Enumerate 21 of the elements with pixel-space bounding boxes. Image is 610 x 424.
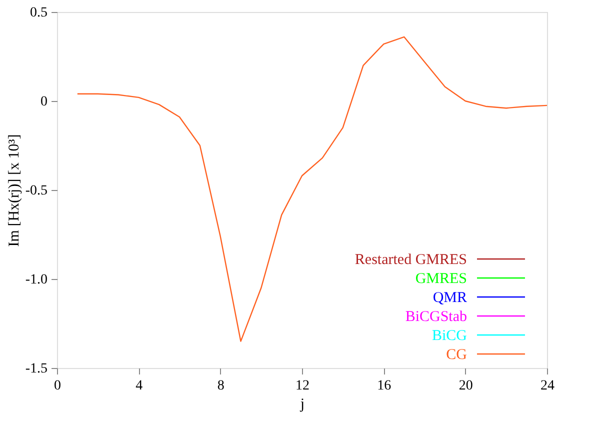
y-tick-label: -1.5	[25, 362, 48, 376]
x-tick-label: 4	[136, 378, 143, 394]
legend-label: Restarted GMRES	[354, 252, 467, 268]
x-tick-label: 24	[540, 378, 554, 394]
y-tick-label: -1.0	[25, 272, 48, 288]
x-axis-title: j	[299, 396, 305, 412]
line-series	[76, 36, 548, 342]
x-tick-label: 20	[458, 378, 473, 394]
y-axis-title: Im [Hx(rj)] [x 10³]	[6, 134, 22, 247]
x-tick-label: 0	[54, 378, 61, 394]
legend-label: BiCGStab	[405, 309, 467, 325]
legend-label: GMRES	[415, 271, 467, 287]
x-tick-label: 16	[377, 378, 392, 394]
legend-label: CG	[446, 347, 468, 363]
x-tick-label: 12	[296, 378, 310, 394]
y-tick-label: 0.5	[30, 6, 48, 20]
y-tick-label: 0	[40, 94, 48, 110]
legend-label: QMR	[432, 290, 467, 306]
legend-label: BiCG	[432, 328, 468, 344]
x-tick-label: 8	[217, 378, 224, 394]
y-tick-label: -0.5	[25, 184, 48, 198]
